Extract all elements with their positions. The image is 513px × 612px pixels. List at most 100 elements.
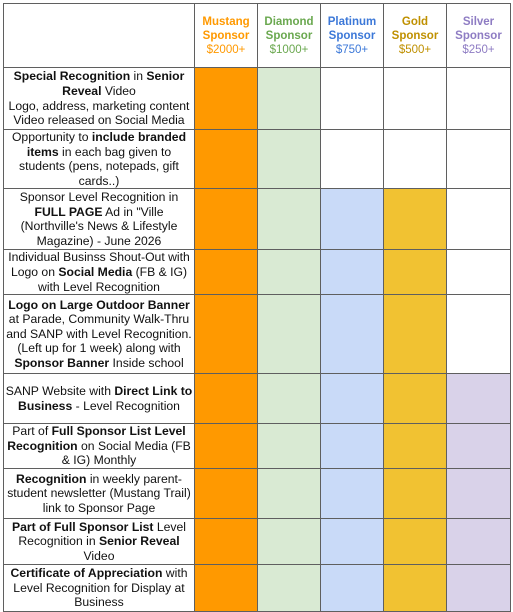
benefit-text: (FB & IG) with Level Recognition	[38, 264, 188, 294]
tier-label: Sponsor	[202, 29, 250, 42]
benefit-description: Logo on Large Outdoor Banner at Parade, …	[3, 294, 195, 375]
tier-cell-silver	[446, 128, 511, 190]
tier-amount: $2000+	[206, 43, 246, 56]
tier-header-platinum: Platinum Sponsor $750+	[320, 3, 384, 68]
benefit-description: Special Recognition in Senior Reveal Vid…	[3, 67, 195, 130]
tier-cell-diamond	[257, 249, 321, 296]
tier-cell-silver	[446, 517, 511, 565]
tier-cell-diamond	[257, 563, 321, 612]
tier-cell-gold	[383, 188, 447, 251]
tier-header-row: Mustang Sponsor $2000+ Diamond Sponsor $1000+…	[3, 3, 511, 68]
tier-cell-silver	[446, 249, 511, 296]
tier-cell-diamond	[257, 294, 321, 375]
benefit-description: Part of Full Sponsor List Level Recognit…	[3, 517, 195, 565]
tier-cell-platinum	[320, 188, 384, 251]
benefit-bold-text: FULL PAGE	[34, 204, 103, 219]
tier-cell-gold	[383, 423, 447, 469]
benefit-row: SANP Website with Direct Link to Busines…	[3, 373, 511, 425]
tier-cell-silver	[446, 373, 511, 425]
benefit-bold-text: Social Media	[58, 264, 133, 279]
benefit-bold-text: Recognition	[16, 471, 87, 486]
tier-header-gold: Gold Sponsor $500+	[383, 3, 447, 68]
benefit-text: Ad in "Ville (Northville's News & Lifest…	[20, 204, 178, 248]
tier-cell-gold	[383, 373, 447, 425]
benefit-row: Sponsor Level Recognition in FULL PAGE A…	[3, 188, 511, 251]
benefit-bold-text: Logo on Large Outdoor Banner	[8, 297, 190, 312]
tier-cell-platinum	[320, 128, 384, 190]
tier-cell-silver	[446, 423, 511, 469]
tier-cell-diamond	[257, 373, 321, 425]
benefit-text: Part of	[12, 424, 52, 439]
corner-cell	[3, 3, 195, 68]
benefit-description: Individual Businss Shout-Out with Logo o…	[3, 249, 195, 296]
tier-name: Diamond	[264, 15, 314, 28]
benefit-rows: Special Recognition in Senior Reveal Vid…	[3, 67, 511, 612]
tier-cell-platinum	[320, 517, 384, 565]
tier-cell-diamond	[257, 188, 321, 251]
tier-cell-platinum	[320, 249, 384, 296]
benefit-text: Video	[101, 83, 136, 98]
tier-cell-mustang	[194, 294, 258, 375]
tier-cell-platinum	[320, 423, 384, 469]
tier-cell-silver	[446, 563, 511, 612]
tier-label: Sponsor	[391, 29, 439, 42]
benefit-bold-text: Part of Full Sponsor List	[11, 519, 154, 534]
tier-label: Sponsor	[328, 29, 376, 42]
tier-cell-gold	[383, 294, 447, 375]
tier-cell-diamond	[257, 517, 321, 565]
tier-cell-silver	[446, 67, 511, 130]
benefit-text: Individual Businss Shout-Out with Logo o…	[8, 250, 190, 279]
tier-cell-platinum	[320, 467, 384, 519]
tier-cell-mustang	[194, 373, 258, 425]
tier-header-diamond: Diamond Sponsor $1000+	[257, 3, 321, 68]
benefit-bold-text: Sponsor Banner	[14, 356, 110, 371]
benefit-text: at Parade, Community Walk-Thru and SANP …	[6, 312, 192, 356]
tier-cell-gold	[383, 249, 447, 296]
tier-cell-diamond	[257, 423, 321, 469]
tier-cell-mustang	[194, 423, 258, 469]
benefit-text: Video	[83, 548, 115, 563]
benefit-bold-text: include branded items	[26, 130, 187, 159]
benefit-row: Part of Full Sponsor List Level Recognit…	[3, 423, 511, 469]
benefit-text: Level Recognition in	[18, 519, 187, 549]
tier-amount: $1000+	[269, 43, 309, 56]
tier-cell-diamond	[257, 67, 321, 130]
benefit-bold-text: Senior Reveal	[62, 69, 185, 98]
benefit-text: - Level Recognition	[72, 398, 180, 413]
tier-cell-mustang	[194, 563, 258, 612]
benefit-description: Recognition in weekly parent-student new…	[3, 467, 195, 519]
benefit-row: Recognition in weekly parent-student new…	[3, 467, 511, 519]
benefit-description: SANP Website with Direct Link to Busines…	[3, 373, 195, 425]
benefit-text: Video released on Social Media	[13, 113, 185, 128]
benefit-row: Certificate of Appreciation with Level R…	[3, 563, 511, 612]
benefit-text: Logo, address, marketing content	[8, 98, 190, 113]
tier-cell-gold	[383, 67, 447, 130]
benefit-bold-text: Direct Link to Business	[18, 384, 193, 413]
tier-name: Silver	[462, 15, 495, 28]
benefit-bold-text: Full Sponsor List Level Recognition	[7, 424, 186, 453]
tier-cell-silver	[446, 188, 511, 251]
tier-cell-diamond	[257, 128, 321, 190]
benefit-text: Inside school	[109, 356, 184, 371]
tier-label: Sponsor	[455, 29, 502, 42]
benefit-row: Logo on Large Outdoor Banner at Parade, …	[3, 294, 511, 375]
benefit-bold-text: Senior Reveal	[99, 534, 180, 549]
benefit-row: Opportunity to include branded items in …	[3, 128, 511, 190]
benefit-description: Part of Full Sponsor List Level Recognit…	[3, 423, 195, 469]
benefit-text: in weekly parent-student newsletter (Mus…	[7, 471, 191, 515]
tier-name: Gold	[401, 15, 429, 28]
tier-cell-platinum	[320, 373, 384, 425]
benefit-row: Part of Full Sponsor List Level Recognit…	[3, 517, 511, 565]
tier-cell-mustang	[194, 67, 258, 130]
benefit-text: Opportunity to	[11, 130, 92, 144]
benefit-text: in	[130, 69, 147, 84]
tier-cell-gold	[383, 467, 447, 519]
tier-cell-gold	[383, 128, 447, 190]
benefit-text: in each bag given to students (pens, not…	[19, 144, 179, 188]
benefit-bold-text: Certificate of Appreciation	[10, 566, 163, 581]
tier-cell-platinum	[320, 67, 384, 130]
tier-cell-platinum	[320, 563, 384, 612]
tier-cell-silver	[446, 294, 511, 375]
tier-cell-mustang	[194, 188, 258, 251]
tier-name: Mustang	[202, 15, 250, 28]
